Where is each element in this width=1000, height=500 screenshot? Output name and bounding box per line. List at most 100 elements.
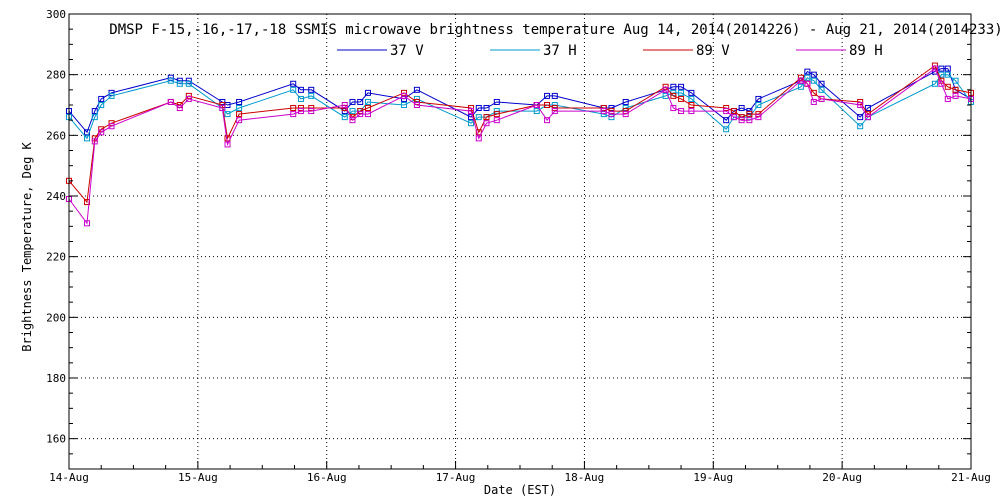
data-point <box>349 117 356 124</box>
data-point <box>108 123 115 130</box>
data-point <box>810 71 817 78</box>
data-point <box>167 77 174 84</box>
data-point <box>297 105 304 112</box>
data-point <box>185 95 192 102</box>
data-point <box>810 77 817 84</box>
data-point <box>341 102 348 108</box>
data-point <box>483 114 490 121</box>
x-tick-label: 16-Aug <box>307 471 347 484</box>
data-point <box>944 83 951 90</box>
plot-area-border <box>68 13 972 470</box>
data-point <box>678 83 685 90</box>
data-point <box>723 117 730 124</box>
data-point <box>944 65 951 72</box>
data-point <box>167 98 174 105</box>
data-point <box>804 80 811 87</box>
data-point <box>670 105 677 112</box>
data-point <box>952 86 959 93</box>
data-point <box>755 102 762 108</box>
y-tick-label: 200 <box>46 311 66 324</box>
data-point <box>349 98 356 105</box>
x-tick-label: 15-Aug <box>178 471 218 484</box>
data-point <box>308 86 315 93</box>
legend: 37 V 37 H 89 V 89 H <box>337 43 883 59</box>
data-point <box>290 105 297 112</box>
data-point <box>493 117 500 124</box>
data-point <box>297 86 304 93</box>
data-point <box>622 111 629 118</box>
data-point <box>468 105 475 112</box>
x-axis-label: Date (EST) <box>484 483 556 497</box>
data-point <box>290 80 297 87</box>
x-tick-label: 14-Aug <box>49 471 89 484</box>
legend-label: 89 V <box>696 43 730 59</box>
data-point <box>364 89 371 96</box>
data-point <box>723 108 730 115</box>
data-point <box>98 129 105 136</box>
data-point <box>493 111 500 118</box>
data-point <box>236 105 243 112</box>
data-point <box>236 111 243 118</box>
data-point <box>493 98 500 105</box>
data-point <box>91 108 98 115</box>
legend-label: 89 H <box>849 43 883 59</box>
data-point <box>738 114 745 121</box>
data-point <box>600 108 607 115</box>
data-point <box>818 86 825 93</box>
data-point <box>401 102 408 108</box>
data-point <box>723 126 730 133</box>
data-point <box>413 86 420 93</box>
data-point <box>931 65 938 72</box>
data-point <box>797 83 804 90</box>
data-point <box>678 89 685 96</box>
data-point <box>857 98 864 105</box>
data-point <box>804 68 811 75</box>
data-point <box>730 114 737 121</box>
data-point <box>622 98 629 105</box>
data-point <box>738 117 745 124</box>
data-point <box>746 108 753 115</box>
data-point <box>401 92 408 99</box>
data-point <box>678 95 685 102</box>
data-point <box>475 105 482 112</box>
data-point <box>84 135 91 142</box>
data-point <box>297 95 304 102</box>
data-point <box>544 102 551 108</box>
data-point <box>678 108 685 115</box>
data-point <box>185 80 192 87</box>
data-point <box>176 105 183 112</box>
data-point <box>622 105 629 112</box>
data-point <box>84 199 91 206</box>
data-point <box>308 105 315 112</box>
data-point <box>493 108 500 115</box>
chart-title: DMSP F-15,-16,-17,-18 SSMIS microwave br… <box>109 22 1000 38</box>
data-point <box>108 89 115 96</box>
data-point <box>938 80 945 87</box>
data-point <box>755 95 762 102</box>
data-point <box>475 135 482 142</box>
y-tick-label: 220 <box>46 251 66 264</box>
y-tick-label: 160 <box>46 433 66 446</box>
data-point <box>468 120 475 127</box>
x-tick-label: 18-Aug <box>565 471 605 484</box>
y-tick-label: 180 <box>46 372 66 385</box>
data-point <box>544 92 551 99</box>
y-tick-label: 300 <box>46 8 66 21</box>
data-point <box>944 95 951 102</box>
data-point <box>608 114 615 121</box>
data-point <box>475 114 482 121</box>
data-point <box>364 111 371 118</box>
data-point <box>364 105 371 112</box>
data-point <box>551 108 558 115</box>
data-point <box>944 71 951 78</box>
data-point <box>533 108 540 115</box>
x-tick-label: 21-Aug <box>951 471 991 484</box>
data-point <box>688 102 695 108</box>
data-point <box>864 105 871 112</box>
data-point <box>341 114 348 121</box>
data-point <box>662 86 669 93</box>
data-point <box>608 111 615 118</box>
y-tick-label: 260 <box>46 129 66 142</box>
data-point <box>608 105 615 112</box>
